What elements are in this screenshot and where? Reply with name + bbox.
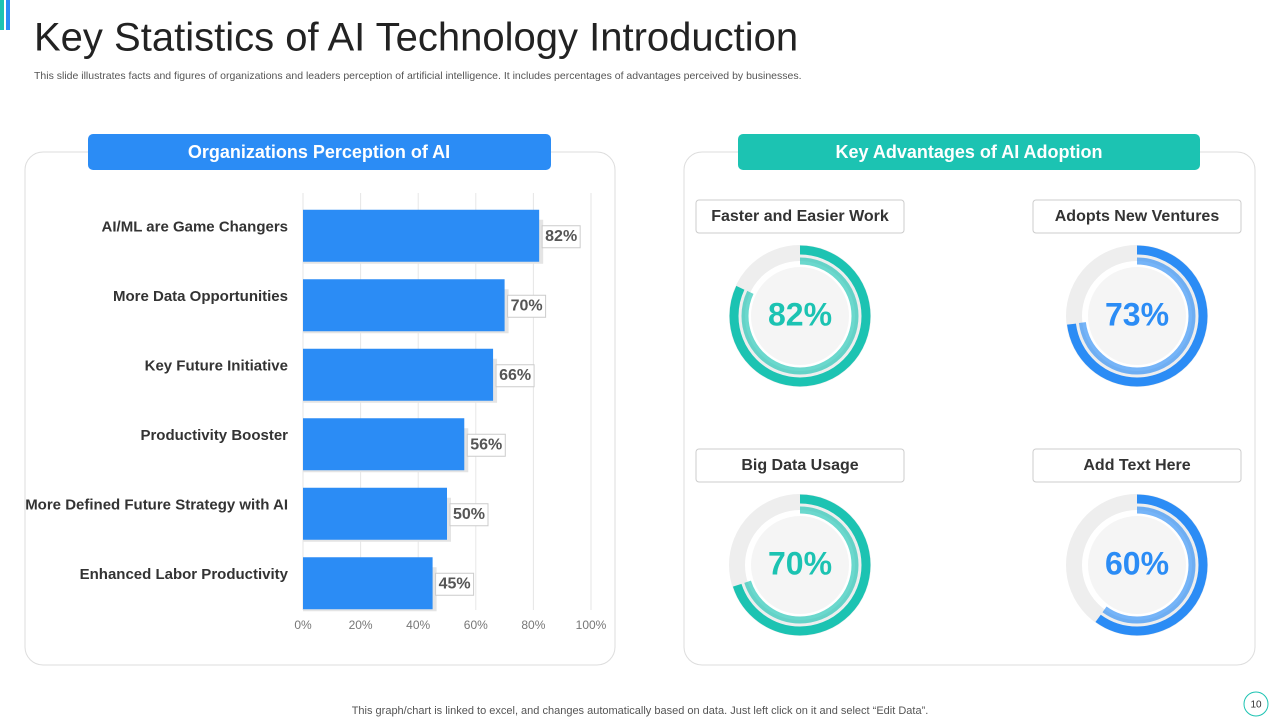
donut-inner-arc [1078,506,1196,624]
donut-label-box [1032,448,1242,483]
donut-arc [1066,245,1208,387]
bar [303,418,465,471]
donut-arc [1066,494,1208,636]
donut-inner-arc [1078,257,1196,375]
slide-subtitle: This slide illustrates facts and figures… [34,70,802,82]
donut-center [751,267,849,365]
category-label: AI/ML are Game Changers [102,219,288,236]
panel-header [738,134,1200,170]
donut-center [1088,516,1186,614]
donut-value: 70% [768,545,832,581]
page-number: 10 [1250,700,1262,711]
donut-value: 60% [1105,545,1169,581]
value-label: 56% [470,436,502,453]
page-badge [1243,691,1269,717]
accent-bar [6,0,10,30]
value-label-box [466,433,506,457]
x-tick-label: 80% [521,618,545,632]
donut-label: Add Text Here [1083,457,1190,474]
value-label-box [495,364,535,388]
bar [303,557,433,610]
value-label-box [449,503,489,527]
donut-label: Big Data Usage [741,457,858,474]
bar [303,279,505,332]
donut-value: 82% [768,296,832,332]
donut-arc [729,494,871,636]
value-label: 45% [439,575,471,592]
x-tick-label: 0% [294,618,312,632]
category-label: Key Future Initiative [145,358,288,375]
value-label: 82% [545,228,577,245]
x-tick-label: 20% [349,618,373,632]
value-label-box [507,294,547,318]
chart-title: Organizations Perception of AI [188,142,450,162]
bar [303,487,447,540]
footer-note: This graph/chart is linked to excel, and… [352,705,929,717]
value-label: 70% [511,297,543,314]
x-tick-label: 40% [406,618,430,632]
accent-bar [0,0,4,30]
slide-title: Key Statistics of AI Technology Introduc… [34,16,798,60]
donut-label-box [1032,199,1242,234]
category-label: Productivity Booster [140,427,288,444]
donut-center [1088,267,1186,365]
value-label: 50% [453,506,485,523]
x-tick-label: 100% [576,618,607,632]
bar [303,348,494,401]
donut-label: Faster and Easier Work [711,208,889,225]
category-label: More Defined Future Strategy with AI [25,497,288,514]
panel-header [88,134,551,170]
chart-title: Key Advantages of AI Adoption [835,142,1102,162]
donut-label-box [695,199,905,234]
donut-inner-arc [741,257,859,375]
category-label: More Data Opportunities [113,288,288,305]
value-label: 66% [499,367,531,384]
donut-center [751,516,849,614]
bar [303,209,540,262]
donut-arc [729,245,871,387]
donut-inner-arc [741,506,859,624]
value-label-box [541,225,581,249]
donut-label: Adopts New Ventures [1055,208,1220,225]
value-label-box [435,572,475,596]
donut-value: 73% [1105,296,1169,332]
x-tick-label: 60% [464,618,488,632]
donut-label-box [695,448,905,483]
category-label: Enhanced Labor Productivity [80,566,289,583]
